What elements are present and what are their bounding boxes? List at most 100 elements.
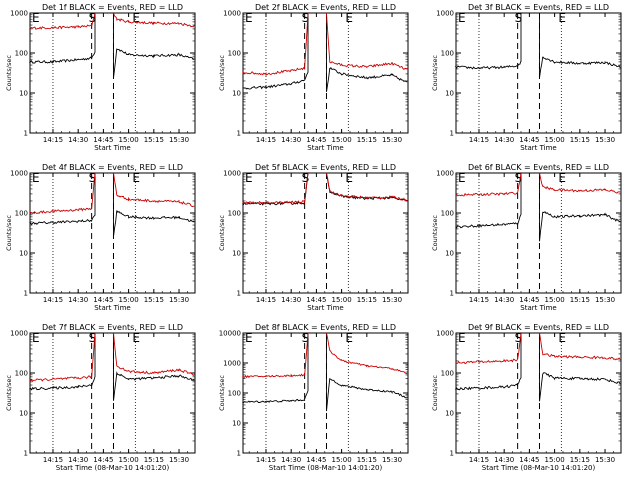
x-tick-label: 14:45: [93, 456, 113, 464]
x-axis-label: Start Time (08-Mar-10 14:01:20): [56, 464, 170, 472]
x-tick-label: 14:45: [306, 296, 326, 304]
plot-frame: [455, 332, 622, 454]
x-axis-label: Start Time: [307, 304, 343, 312]
y-axis-label: Counts/sec: [218, 375, 226, 411]
plot-frame: [29, 172, 196, 294]
end-marker-label: E: [558, 11, 566, 25]
series-line-events: [455, 173, 621, 242]
x-tick-label: 15:00: [119, 136, 139, 144]
x-tick-label: 15:00: [332, 136, 352, 144]
y-tick-label: 1: [237, 450, 241, 458]
panel-det-1f: Det 1f BLACK = Events, RED = LLD 1 10 100 10…: [5, 3, 196, 152]
y-tick-label: 100: [15, 370, 28, 378]
end-marker-label: E: [132, 171, 140, 185]
y-tick-label: 100: [228, 390, 241, 398]
x-tick-label: 14:30: [494, 456, 514, 464]
end-marker-label: E: [345, 331, 353, 345]
x-tick-label: 15:30: [382, 136, 402, 144]
y-tick-label: 1: [24, 290, 28, 298]
x-tick-label: 15:00: [119, 296, 139, 304]
x-tick-label: 14:15: [469, 136, 489, 144]
start-marker-label: S: [89, 171, 97, 185]
y-axis-label: Counts/sec: [431, 375, 439, 411]
y-axis-label: Counts/sec: [5, 375, 13, 411]
end-marker-label: E: [458, 11, 466, 25]
x-tick-label: 14:15: [469, 296, 489, 304]
y-tick-label: 1: [24, 130, 28, 138]
panel-det-4f: Det 4f BLACK = Events, RED = LLD 1 10 100 10…: [5, 163, 196, 312]
x-tick-label: 14:45: [306, 456, 326, 464]
x-tick-label: 14:15: [469, 456, 489, 464]
y-tick-label: 100: [441, 50, 454, 58]
panel-title: Det 6f BLACK = Events, RED = LLD: [468, 163, 609, 172]
y-tick-label: 100: [228, 210, 241, 218]
y-axis-label: Counts/sec: [5, 215, 13, 251]
series-line-events: [242, 172, 408, 206]
x-tick-label: 15:15: [144, 456, 164, 464]
series-line-lld: [242, 332, 408, 379]
x-tick-label: 15:30: [169, 296, 189, 304]
x-tick-label: 14:30: [68, 136, 88, 144]
end-marker-label: E: [132, 11, 140, 25]
y-tick-label: 1: [237, 290, 241, 298]
y-tick-label: 10: [445, 90, 454, 98]
y-tick-label: 10: [445, 410, 454, 418]
y-axis-label: Counts/sec: [431, 215, 439, 251]
x-tick-label: 15:15: [357, 136, 377, 144]
y-tick-label: 10: [232, 90, 241, 98]
x-axis-label: Start Time (08-Mar-10 14:01:20): [269, 464, 383, 472]
x-tick-label: 14:30: [281, 456, 301, 464]
x-tick-label: 14:15: [43, 456, 63, 464]
x-tick-label: 15:15: [570, 296, 590, 304]
end-marker-label: E: [345, 171, 353, 185]
x-axis-label: Start Time (08-Mar-10 14:01:20): [482, 464, 596, 472]
y-tick-label: 10: [232, 250, 241, 258]
y-tick-label: 1000: [10, 170, 28, 178]
end-marker-label: E: [558, 171, 566, 185]
x-axis-label: Start Time: [520, 304, 556, 312]
x-tick-label: 14:45: [519, 136, 539, 144]
x-axis-label: Start Time: [94, 304, 130, 312]
x-tick-label: 15:30: [595, 296, 615, 304]
plot-frame: [29, 12, 196, 134]
series-line-lld: [29, 332, 195, 382]
panel-det-7f: Det 7f BLACK = Events, RED = LLD 1 10 100 10…: [5, 323, 196, 472]
plot-frame: [455, 172, 622, 294]
y-tick-label: 10: [232, 420, 241, 428]
panel-title: Det 4f BLACK = Events, RED = LLD: [42, 163, 183, 172]
panel-title: Det 9f BLACK = Events, RED = LLD: [468, 323, 609, 332]
end-marker-label: E: [32, 331, 40, 345]
y-tick-label: 10: [445, 250, 454, 258]
x-tick-label: 15:30: [595, 456, 615, 464]
panel-title: Det 3f BLACK = Events, RED = LLD: [468, 3, 609, 12]
start-marker-label: S: [302, 331, 310, 345]
series-line-events: [29, 13, 195, 78]
panel-det-8f: Det 8f BLACK = Events, RED = LLD 1 10 100 10…: [218, 323, 409, 472]
series-line-events: [455, 13, 621, 78]
x-tick-label: 14:15: [256, 456, 276, 464]
x-tick-label: 14:45: [519, 456, 539, 464]
panel-title: Det 7f BLACK = Events, RED = LLD: [42, 323, 183, 332]
x-tick-label: 15:30: [169, 456, 189, 464]
x-tick-label: 15:30: [595, 136, 615, 144]
plot-frame: [242, 332, 409, 454]
y-tick-label: 10000: [219, 330, 241, 338]
start-marker-label: S: [515, 11, 523, 25]
y-tick-label: 100: [441, 210, 454, 218]
x-tick-label: 15:15: [144, 136, 164, 144]
y-tick-label: 1: [24, 450, 28, 458]
start-marker-label: S: [302, 171, 310, 185]
panel-det-2f: Det 2f BLACK = Events, RED = LLD 1 10 100 10…: [218, 3, 409, 152]
y-tick-label: 100: [15, 50, 28, 58]
y-tick-label: 100: [15, 210, 28, 218]
plot-frame: [242, 12, 409, 134]
series-line-events: [29, 173, 195, 237]
x-tick-label: 14:15: [256, 296, 276, 304]
panel-title: Det 8f BLACK = Events, RED = LLD: [255, 323, 396, 332]
y-tick-label: 10: [19, 250, 28, 258]
end-marker-label: E: [245, 11, 253, 25]
x-tick-label: 15:00: [545, 456, 565, 464]
x-tick-label: 14:15: [43, 296, 63, 304]
x-tick-label: 15:00: [332, 296, 352, 304]
y-axis-label: Counts/sec: [218, 55, 226, 91]
